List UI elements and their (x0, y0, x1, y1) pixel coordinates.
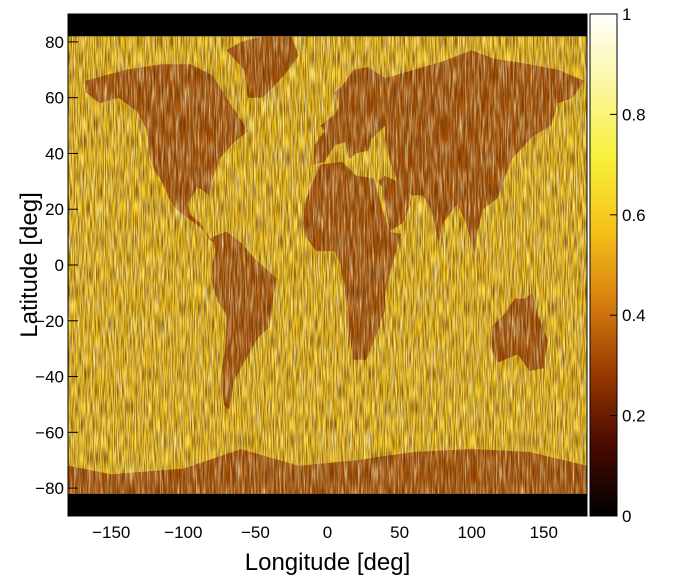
x-tick-label: 150 (530, 523, 558, 542)
colorbar-tick-label: 0 (622, 507, 631, 526)
colorbar-gradient (590, 14, 617, 516)
colorbar-tick-label: 0.2 (622, 407, 646, 426)
y-tick-label: 40 (45, 144, 64, 163)
y-tick-label: −20 (35, 312, 64, 331)
x-axis-label: Longitude [deg] (245, 549, 410, 576)
y-tick-label: 20 (45, 200, 64, 219)
x-tick-label: −100 (164, 523, 202, 542)
y-tick-label: 80 (45, 33, 64, 52)
colorbar-tick-label: 1 (622, 5, 631, 24)
y-tick-label: −40 (35, 368, 64, 387)
colorbar-tick-label: 0.4 (622, 306, 646, 325)
colorbar-tick-label: 0.6 (622, 206, 646, 225)
colorbar: 0 0.2 0.4 0.6 0.8 1 (589, 5, 646, 526)
x-tick-label: −150 (92, 523, 130, 542)
plot-area (68, 14, 587, 516)
coverage-speckle (68, 36, 587, 494)
x-tick-label: −50 (241, 523, 270, 542)
y-tick-label: 0 (55, 256, 64, 275)
colorbar-frame (589, 13, 618, 517)
y-axis-label: Latitude [deg] (16, 192, 43, 337)
x-tick-label: 0 (323, 523, 332, 542)
x-tick-label: 100 (457, 523, 485, 542)
x-axis-ticks: −150 −100 −50 0 50 100 150 (92, 506, 558, 542)
y-axis-ticks: −80 −60 −40 −20 0 20 40 60 80 (35, 33, 78, 498)
y-tick-label: 60 (45, 89, 64, 108)
y-tick-label: −60 (35, 423, 64, 442)
y-tick-label: −80 (35, 479, 64, 498)
colorbar-tick-label: 0.8 (622, 105, 646, 124)
colorbar-ticks: 0 0.2 0.4 0.6 0.8 1 (610, 5, 646, 526)
x-tick-label: 50 (390, 523, 409, 542)
